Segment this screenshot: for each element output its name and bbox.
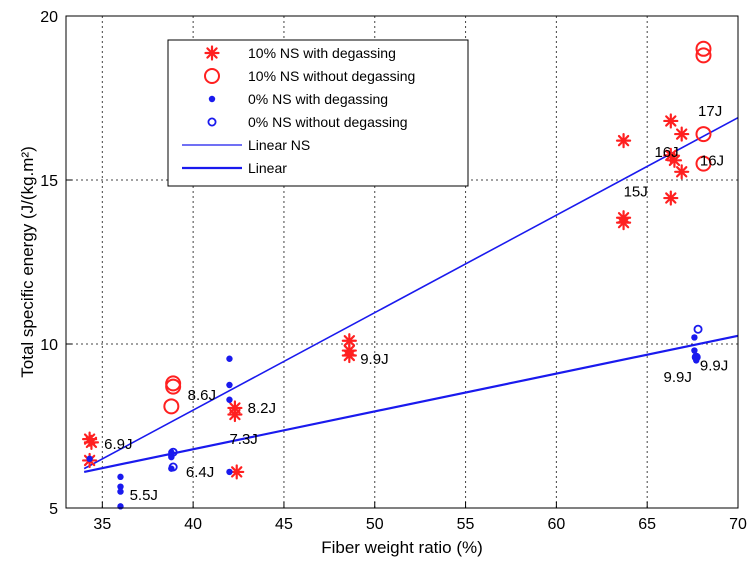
plot-frame	[65, 15, 739, 509]
data-point	[168, 447, 178, 457]
data-label: 15J	[624, 183, 648, 200]
x-tick-label: 50	[366, 516, 384, 533]
x-tick-label: 40	[184, 516, 202, 533]
x-tick-label: 55	[457, 516, 475, 533]
x-tick-label: 35	[93, 516, 111, 533]
annotations: 6.9J 5.5J 6.4J 8.6J 8.2J 7.3J 9.9J 17J 16J 16J 15J…	[104, 103, 728, 504]
data-label: 9.9J	[700, 357, 728, 374]
data-point	[168, 462, 178, 472]
trend-lines	[83, 116, 739, 473]
x-tick-label: 45	[275, 516, 293, 533]
x-tick-label: 65	[638, 516, 656, 533]
data-point	[165, 378, 182, 395]
data-point	[615, 133, 632, 149]
data-point	[695, 47, 712, 64]
data-label: 8.6J	[188, 387, 216, 404]
data-label: 5.5J	[130, 487, 158, 504]
data-point	[227, 406, 243, 423]
legend-marker	[208, 95, 216, 103]
legend-entry-label: Linear	[248, 160, 287, 176]
data-point	[117, 473, 124, 481]
data-point	[691, 334, 698, 341]
data-point	[341, 347, 357, 364]
data-point	[226, 396, 233, 403]
data-point	[695, 155, 712, 172]
legend-marker	[204, 45, 220, 61]
legend-entry-label: 0% NS with degassing	[248, 91, 388, 107]
data-point	[226, 381, 233, 389]
data-point	[695, 40, 712, 57]
data-label: 8.2J	[248, 400, 276, 417]
legend-entry-label: Linear NS	[248, 137, 310, 153]
data-label: 17J	[698, 103, 722, 120]
data-label: 6.4J	[186, 464, 214, 481]
data-label: 16J	[700, 152, 724, 169]
data-points	[82, 40, 712, 510]
legend-marker	[207, 117, 217, 127]
data-point	[663, 190, 679, 206]
legend: 10% NS with degassing 10% NS without dega…	[167, 39, 469, 187]
data-point	[691, 352, 701, 362]
data-label: 16J	[654, 144, 678, 161]
data-point	[615, 215, 632, 231]
y-axis-title: Total specific energy (J/(kg.m²)	[18, 146, 37, 377]
data-point	[226, 355, 233, 362]
data-label: 6.9J	[104, 436, 132, 453]
x-tick-label: 60	[547, 516, 565, 533]
legend-entry-label: 10% NS without degassing	[248, 68, 415, 84]
data-point	[117, 483, 124, 490]
data-point	[691, 347, 698, 354]
data-point	[663, 113, 679, 129]
data-point	[226, 468, 233, 476]
data-label: 7.3J	[229, 431, 257, 448]
data-point	[165, 375, 182, 392]
data-point	[117, 503, 124, 510]
y-tick-label: 15	[40, 173, 58, 190]
data-point	[86, 455, 93, 462]
data-label: 9.9J	[360, 351, 388, 368]
data-point	[117, 488, 124, 495]
trend-line-linear-ns	[83, 116, 739, 470]
data-point	[674, 164, 690, 180]
data-point	[693, 324, 703, 334]
data-point	[674, 126, 690, 142]
data-point	[695, 126, 712, 143]
y-tick-label: 20	[40, 9, 58, 26]
x-tick-label: 70	[729, 516, 747, 533]
legend-marker	[204, 68, 220, 84]
data-point	[163, 398, 180, 415]
x-axis-title: Fiber weight ratio (%)	[321, 538, 483, 557]
legend-entry-label: 0% NS without degassing	[248, 114, 408, 130]
y-tick-label: 10	[40, 337, 58, 354]
y-tick-label: 5	[49, 501, 58, 518]
data-point	[666, 152, 683, 168]
legend-box	[167, 39, 469, 187]
axis-ticks: 35 40 45 50 55 60 65 70 5 10 15 20	[40, 9, 747, 533]
legend-entry-label: 10% NS with degassing	[248, 45, 396, 61]
data-label: 9.9J	[664, 369, 692, 386]
data-point	[83, 434, 100, 450]
trend-line-linear	[83, 334, 739, 473]
